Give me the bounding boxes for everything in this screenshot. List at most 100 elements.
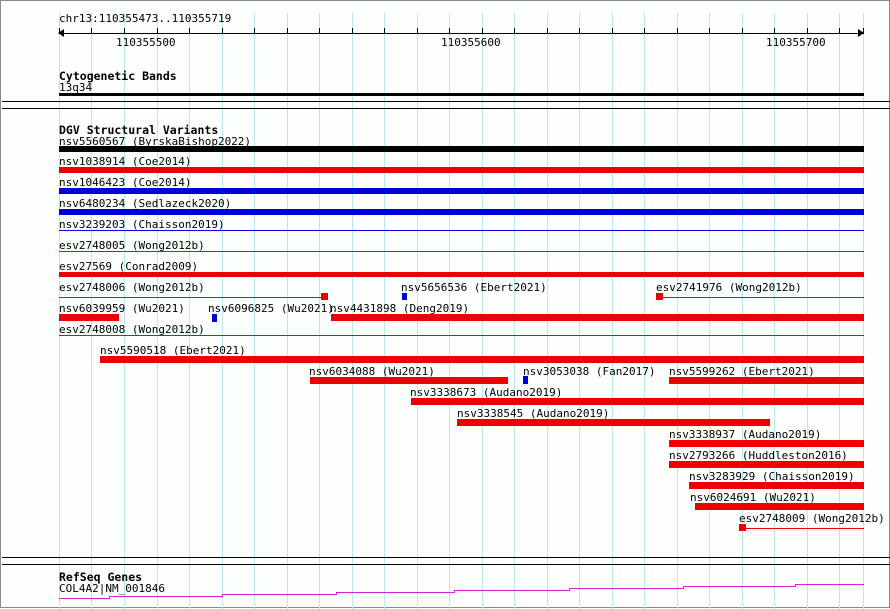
feature-bar[interactable] [523,376,528,384]
ruler-tick [449,28,450,34]
feature-bar[interactable] [310,377,508,384]
feature-label: nsv6034088 (Wu2021) [309,365,435,378]
feature-label: nsv3283929 (Chaisson2019) [689,470,855,483]
ruler-tick [384,28,385,34]
ruler-coordinate-label: 110355500 [116,36,176,49]
feature-bar[interactable] [689,482,864,489]
feature-bar[interactable] [739,524,746,531]
locus-label: chr13:110355473..110355719 [59,12,232,25]
ruler-tick [579,28,580,34]
gridline [579,13,580,609]
feature-bar[interactable] [59,314,119,321]
gene-exon-segment[interactable] [454,590,569,591]
feature-bar[interactable] [669,461,864,468]
feature-label: nsv6039959 (Wu2021) [59,302,185,315]
feature-label: nsv3338545 (Audano2019) [457,407,610,420]
gene-exon-segment[interactable] [795,584,864,585]
feature-label: esv27569 (Conrad2009) [59,260,199,273]
feature-label: nsv1046423 (Coe2014) [59,176,192,189]
feature-bar[interactable] [59,251,864,252]
gene-step-connector [569,588,570,591]
ruler-tick [254,28,255,34]
feature-bar[interactable] [745,528,864,529]
ruler-tick [807,28,808,34]
ruler-tick [222,28,223,34]
feature-bar[interactable] [59,146,864,152]
ruler-tick [547,28,548,34]
feature-label: nsv6480234 (Sedlazeck2020) [59,197,232,210]
track-title-dgv-structural-variants: DGV Structural Variants [59,123,219,137]
ruler-tick [742,28,743,34]
ruler-tick [709,28,710,34]
gridline [677,13,678,609]
feature-bar[interactable] [59,167,864,173]
ruler-tick [514,28,515,34]
feature-bar[interactable] [321,293,328,300]
feature-label: esv2741976 (Wong2012b) [656,281,802,294]
gene-step-connector [454,590,455,593]
track-separator [2,564,890,565]
track-separator [2,108,890,109]
feature-bar[interactable] [669,440,864,447]
feature-bar[interactable] [411,398,864,405]
ruler-tick [482,28,483,34]
ruler-coordinate-label: 110355700 [766,36,826,49]
track-separator [2,101,890,102]
feature-bar[interactable] [59,230,864,231]
feature-label: esv2748009 (Wong2012b) [739,512,885,525]
feature-bar[interactable] [100,356,864,363]
ruler-tick [612,28,613,34]
feature-label: nsv3239203 (Chaisson2019) [59,218,225,231]
gridline [709,13,710,609]
ruler-left-arrow-icon[interactable] [58,29,64,37]
gene-exon-segment[interactable] [222,594,336,595]
feature-bar[interactable] [457,419,770,426]
gridline [547,13,548,609]
feature-bar[interactable] [59,188,864,194]
gene-exon-segment[interactable] [683,586,795,587]
feature-label: nsv3338937 (Audano2019) [669,428,822,441]
feature-label: nsv4431898 (Deng2019) [330,302,470,315]
track-title-cytogenetic-bands: Cytogenetic Bands [59,69,177,83]
gene-exon-segment[interactable] [336,592,454,593]
feature-bar[interactable] [695,503,864,510]
gene-exon-segment[interactable] [109,596,222,597]
feature-bar[interactable] [212,314,217,322]
feature-bar[interactable] [59,272,864,277]
gene-step-connector [336,592,337,595]
feature-label: nsv3053038 (Fan2017) [523,365,656,378]
feature-bar[interactable] [59,209,864,215]
feature-bar[interactable] [59,93,864,96]
feature-bar[interactable] [656,293,663,300]
ruler-tick [863,28,864,34]
gridline [189,13,190,609]
ruler-right-arrow-icon[interactable] [858,29,864,37]
gene-step-connector [795,584,796,587]
ruler-tick [839,28,840,34]
gridline [514,13,515,609]
feature-label: esv2748005 (Wong2012b) [59,239,205,252]
gene-exon-segment[interactable] [59,598,109,599]
ruler-tick [287,28,288,34]
gene-step-connector [109,596,110,599]
feature-label: nsv5656536 (Ebert2021) [401,281,547,294]
ruler-axis [59,33,864,34]
feature-bar[interactable] [59,297,321,298]
ruler-tick [91,28,92,34]
feature-label: COL4A2|NM_001846 [59,582,165,595]
gene-exon-segment[interactable] [569,588,683,589]
feature-bar[interactable] [331,314,864,321]
ruler-tick [352,28,353,34]
feature-bar[interactable] [662,297,864,298]
feature-bar[interactable] [669,377,864,384]
ruler-tick [124,28,125,34]
ruler-tick [644,28,645,34]
track-separator [2,557,890,558]
feature-bar[interactable] [59,335,864,336]
feature-label: nsv6096825 (Wu2021) [208,302,334,315]
ruler-tick [189,28,190,34]
gridline [612,13,613,609]
feature-label: nsv5590518 (Ebert2021) [100,344,246,357]
feature-bar[interactable] [402,293,407,300]
